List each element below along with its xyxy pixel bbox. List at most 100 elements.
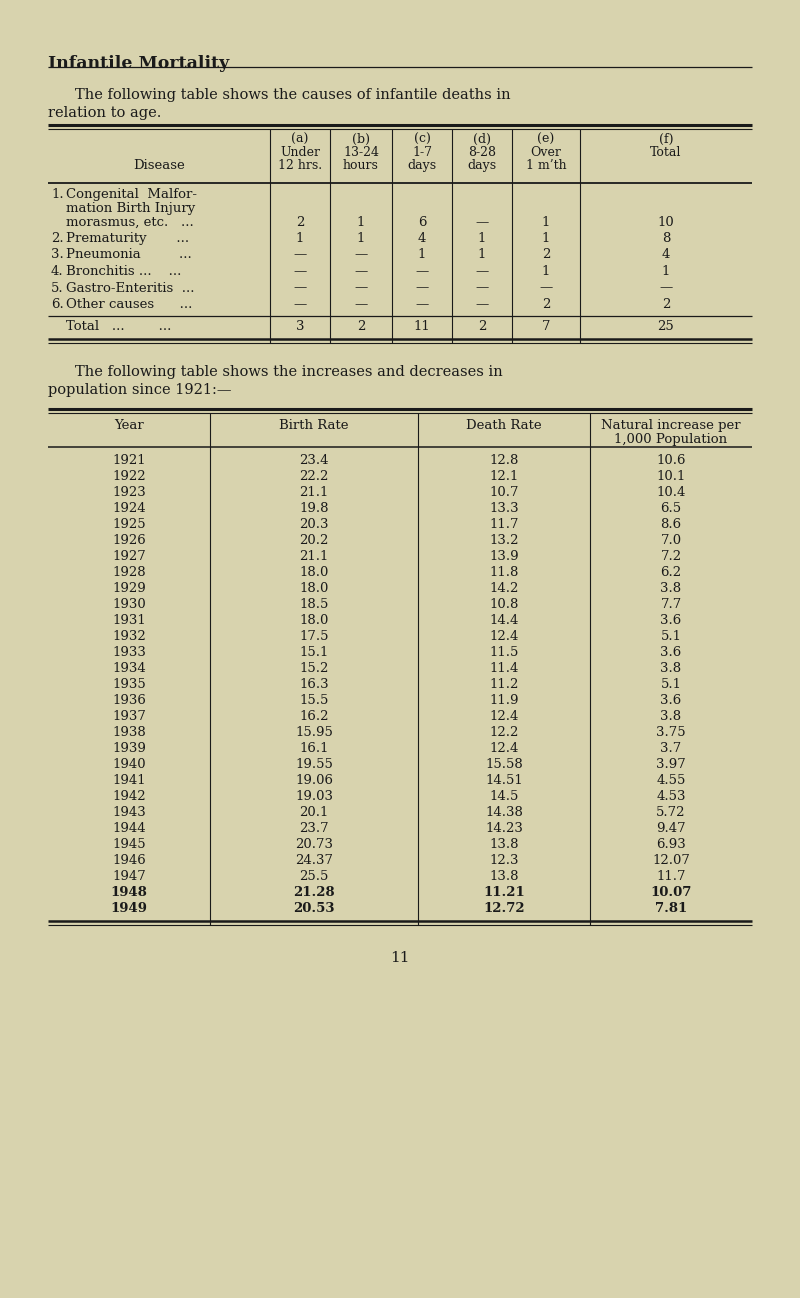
Text: 14.4: 14.4 bbox=[490, 614, 518, 627]
Text: 6.5: 6.5 bbox=[661, 502, 682, 515]
Text: (a): (a) bbox=[291, 132, 309, 145]
Text: 10.7: 10.7 bbox=[490, 485, 518, 498]
Text: 12.4: 12.4 bbox=[490, 710, 518, 723]
Text: 24.37: 24.37 bbox=[295, 854, 333, 867]
Text: 11.7: 11.7 bbox=[490, 518, 518, 531]
Text: 1949: 1949 bbox=[110, 902, 147, 915]
Text: 10.4: 10.4 bbox=[656, 485, 686, 498]
Text: 8: 8 bbox=[662, 232, 670, 245]
Text: 1934: 1934 bbox=[112, 662, 146, 675]
Text: 1921: 1921 bbox=[112, 454, 146, 467]
Text: 8-28: 8-28 bbox=[468, 145, 496, 158]
Text: 3.8: 3.8 bbox=[661, 662, 682, 675]
Text: 4.53: 4.53 bbox=[656, 790, 686, 803]
Text: 6.93: 6.93 bbox=[656, 839, 686, 851]
Text: 1-7: 1-7 bbox=[412, 145, 432, 158]
Text: 3.8: 3.8 bbox=[661, 582, 682, 594]
Text: 1944: 1944 bbox=[112, 822, 146, 835]
Text: 12.07: 12.07 bbox=[652, 854, 690, 867]
Text: —: — bbox=[294, 299, 306, 312]
Text: days: days bbox=[407, 158, 437, 173]
Text: relation to age.: relation to age. bbox=[48, 106, 162, 119]
Text: 16.3: 16.3 bbox=[299, 678, 329, 691]
Text: 1925: 1925 bbox=[112, 518, 146, 531]
Text: 1928: 1928 bbox=[112, 566, 146, 579]
Text: 1926: 1926 bbox=[112, 533, 146, 546]
Text: 13.8: 13.8 bbox=[490, 870, 518, 883]
Text: Over: Over bbox=[530, 145, 562, 158]
Text: Disease: Disease bbox=[133, 158, 185, 173]
Text: 15.1: 15.1 bbox=[299, 646, 329, 659]
Text: 12.72: 12.72 bbox=[483, 902, 525, 915]
Text: 14.2: 14.2 bbox=[490, 582, 518, 594]
Text: 1: 1 bbox=[662, 265, 670, 278]
Text: 12.2: 12.2 bbox=[490, 726, 518, 739]
Text: 13.8: 13.8 bbox=[490, 839, 518, 851]
Text: 23.7: 23.7 bbox=[299, 822, 329, 835]
Text: —: — bbox=[415, 299, 429, 312]
Text: 1932: 1932 bbox=[112, 630, 146, 643]
Text: 1: 1 bbox=[357, 215, 365, 228]
Text: 3.6: 3.6 bbox=[660, 694, 682, 707]
Text: 1929: 1929 bbox=[112, 582, 146, 594]
Text: 11.21: 11.21 bbox=[483, 887, 525, 900]
Text: —: — bbox=[354, 282, 368, 295]
Text: Gastro-Enteritis  ...: Gastro-Enteritis ... bbox=[66, 282, 194, 295]
Text: Bronchitis ...    ...: Bronchitis ... ... bbox=[66, 265, 182, 278]
Text: (f): (f) bbox=[658, 132, 674, 145]
Text: 1938: 1938 bbox=[112, 726, 146, 739]
Text: mation Birth Injury: mation Birth Injury bbox=[66, 202, 195, 215]
Text: 8.6: 8.6 bbox=[661, 518, 682, 531]
Text: 4.55: 4.55 bbox=[656, 774, 686, 787]
Text: 18.5: 18.5 bbox=[299, 598, 329, 611]
Text: (e): (e) bbox=[538, 132, 554, 145]
Text: 11.2: 11.2 bbox=[490, 678, 518, 691]
Text: 12.3: 12.3 bbox=[490, 854, 518, 867]
Text: —: — bbox=[475, 215, 489, 228]
Text: 25: 25 bbox=[658, 321, 674, 334]
Text: 15.95: 15.95 bbox=[295, 726, 333, 739]
Text: 7.81: 7.81 bbox=[655, 902, 687, 915]
Text: 18.0: 18.0 bbox=[299, 582, 329, 594]
Text: 21.28: 21.28 bbox=[293, 887, 335, 900]
Text: 1941: 1941 bbox=[112, 774, 146, 787]
Text: 20.2: 20.2 bbox=[299, 533, 329, 546]
Text: —: — bbox=[354, 248, 368, 261]
Text: The following table shows the causes of infantile deaths in: The following table shows the causes of … bbox=[75, 88, 510, 103]
Text: Total: Total bbox=[650, 145, 682, 158]
Text: 13.3: 13.3 bbox=[489, 502, 519, 515]
Text: —: — bbox=[354, 265, 368, 278]
Text: 3.6: 3.6 bbox=[660, 646, 682, 659]
Text: —: — bbox=[294, 265, 306, 278]
Text: 15.2: 15.2 bbox=[299, 662, 329, 675]
Text: —: — bbox=[475, 299, 489, 312]
Text: 22.2: 22.2 bbox=[299, 470, 329, 483]
Text: 16.2: 16.2 bbox=[299, 710, 329, 723]
Text: 16.1: 16.1 bbox=[299, 742, 329, 755]
Text: 2: 2 bbox=[542, 248, 550, 261]
Text: —: — bbox=[294, 282, 306, 295]
Text: 17.5: 17.5 bbox=[299, 630, 329, 643]
Text: 1922: 1922 bbox=[112, 470, 146, 483]
Text: 7.0: 7.0 bbox=[661, 533, 682, 546]
Text: 11.7: 11.7 bbox=[656, 870, 686, 883]
Text: 1927: 1927 bbox=[112, 550, 146, 563]
Text: 1: 1 bbox=[542, 265, 550, 278]
Text: 1942: 1942 bbox=[112, 790, 146, 803]
Text: 3.7: 3.7 bbox=[660, 742, 682, 755]
Text: 12.1: 12.1 bbox=[490, 470, 518, 483]
Text: 9.47: 9.47 bbox=[656, 822, 686, 835]
Text: 10.6: 10.6 bbox=[656, 454, 686, 467]
Text: 19.8: 19.8 bbox=[299, 502, 329, 515]
Text: 2: 2 bbox=[296, 215, 304, 228]
Text: Infantile Mortality: Infantile Mortality bbox=[48, 55, 230, 71]
Text: 2: 2 bbox=[478, 321, 486, 334]
Text: 1.: 1. bbox=[51, 188, 64, 201]
Text: 15.5: 15.5 bbox=[299, 694, 329, 707]
Text: 1923: 1923 bbox=[112, 485, 146, 498]
Text: 21.1: 21.1 bbox=[299, 485, 329, 498]
Text: 5.: 5. bbox=[51, 282, 64, 295]
Text: 2: 2 bbox=[662, 299, 670, 312]
Text: 1: 1 bbox=[542, 232, 550, 245]
Text: Prematurity       ...: Prematurity ... bbox=[66, 232, 189, 245]
